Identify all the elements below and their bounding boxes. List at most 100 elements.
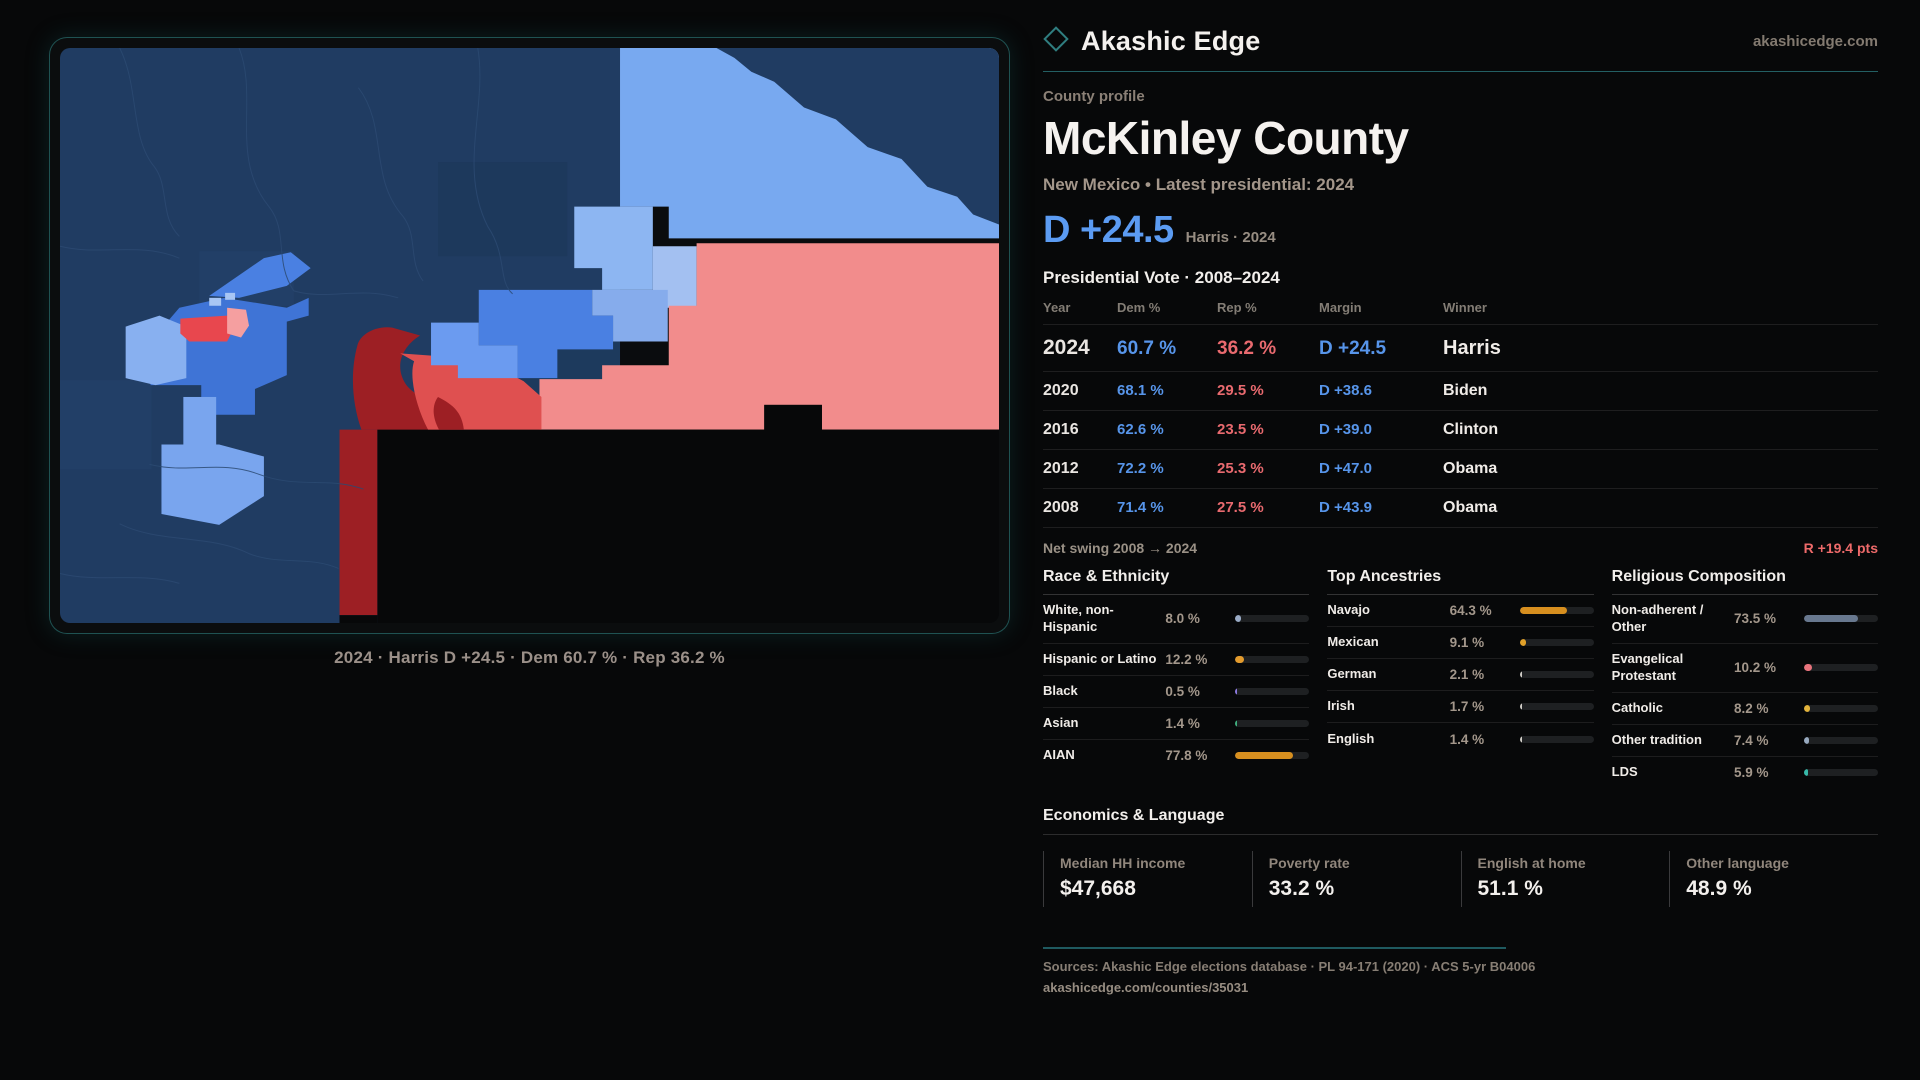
margin-value: D +24.5 (1043, 209, 1174, 251)
table-row[interactable]: 2024 60.7 % 36.2 % D +24.5 Harris (1043, 324, 1878, 371)
stat-value: 7.4 % (1734, 732, 1769, 748)
cell-rep: 25.3 % (1217, 460, 1264, 477)
stat-value: 8.2 % (1734, 700, 1769, 716)
stat-row: AIAN 77.8 % (1043, 740, 1310, 772)
table-title: Presidential Vote · 2008–2024 (1043, 268, 1280, 287)
margin-note: Harris · 2024 (1185, 229, 1276, 246)
econ-stat-value: 51.1 % (1477, 876, 1543, 900)
stat-row: English 1.4 % (1327, 723, 1594, 755)
stat-bar (1804, 664, 1878, 672)
table-row[interactable]: 2008 71.4 % 27.5 % D +43.9 Obama (1043, 488, 1878, 527)
stat-label: Evangelical Protestant (1611, 650, 1684, 683)
stat-label: Mexican (1327, 634, 1379, 650)
econ-stat: English at home 51.1 % (1460, 850, 1670, 907)
footer-url-link[interactable]: akashicedge.com/counties/35031 (1043, 979, 1249, 995)
brand-domain-link[interactable]: akashicedge.com (1752, 33, 1878, 50)
table-row[interactable]: 2012 72.2 % 25.3 % D +47.0 Obama (1043, 449, 1878, 488)
stat-bar (1804, 736, 1878, 744)
stat-row: Other tradition 7.4 % (1611, 725, 1878, 757)
col-margin: Margin (1319, 300, 1362, 315)
stat-row: German 2.1 % (1327, 659, 1594, 691)
stat-value: 73.5 % (1734, 611, 1777, 627)
econ-stat-label: Median HH income (1060, 854, 1186, 871)
cell-margin: D +39.0 (1319, 421, 1372, 438)
stat-row: Catholic 8.2 % (1611, 693, 1878, 725)
stat-value: 1.4 % (1165, 715, 1200, 731)
cell-winner: Biden (1443, 382, 1488, 399)
stat-row: Asian 1.4 % (1043, 708, 1310, 740)
econ-stat-value: 33.2 % (1268, 876, 1335, 900)
stat-value: 77.8 % (1165, 748, 1208, 764)
econ-stat-value: 48.9 % (1686, 876, 1752, 900)
cell-year: 2008 (1043, 499, 1079, 516)
stat-bar (1519, 639, 1594, 646)
stat-label: Navajo (1327, 602, 1370, 618)
stat-value: 64.3 % (1449, 603, 1492, 618)
cell-dem: 60.7 % (1117, 338, 1177, 359)
county-precinct-map-card (49, 37, 1010, 634)
cell-winner: Harris (1443, 337, 1501, 359)
stat-bar (1804, 769, 1878, 777)
stat-bar (1804, 615, 1878, 623)
stat-row: LDS 5.9 % (1612, 757, 1878, 789)
stat-bar (1519, 735, 1594, 743)
stat-value: 10.2 % (1734, 660, 1777, 676)
econ-stat: Other language 48.9 % (1669, 850, 1878, 907)
section-top-ancestries: Top Ancestries Navajo 64.3 % Mexican 9.1… (1327, 568, 1594, 789)
stat-value: 12.2 % (1165, 651, 1208, 667)
stat-value: 1.7 % (1449, 699, 1485, 714)
page-subtitle: New Mexico • Latest presidential: 2024 (1043, 175, 1355, 194)
cell-dem: 62.6 % (1117, 421, 1164, 438)
net-swing-label: Net swing 2008 → 2024 (1043, 540, 1198, 556)
stat-label: English (1327, 730, 1375, 746)
stat-label: Asian (1043, 714, 1079, 730)
stat-value: 5.9 % (1734, 765, 1769, 781)
cell-rep: 36.2 % (1217, 338, 1277, 359)
section-title: Top Ancestries (1327, 568, 1594, 595)
econ-stat: Median HH income $47,668 (1043, 850, 1252, 907)
county-profile-panel: Akashic Edge akashicedge.com County prof… (1043, 26, 1878, 995)
table-header-row: Year Dem % Rep % Margin Winner (1043, 300, 1878, 324)
stat-row: Black 0.5 % (1043, 676, 1310, 708)
stat-bar (1235, 752, 1310, 760)
brand-name: Akashic Edge (1081, 26, 1261, 56)
cell-dem: 68.1 % (1117, 382, 1164, 399)
table-row[interactable]: 2016 62.6 % 23.5 % D +39.0 Clinton (1043, 410, 1878, 449)
col-dem: Dem % (1117, 300, 1161, 315)
econ-stat-value: $47,668 (1060, 876, 1136, 900)
cell-margin: D +38.6 (1319, 382, 1372, 399)
net-swing-row: Net swing 2008 → 2024 R +19.4 pts (1043, 528, 1878, 562)
stat-label: LDS (1611, 764, 1638, 780)
stat-bar (1519, 607, 1594, 614)
cell-dem: 72.2 % (1117, 460, 1164, 477)
stat-row: White, non-Hispanic 8.0 % (1043, 595, 1310, 644)
cell-winner: Obama (1443, 499, 1498, 516)
cell-margin: D +24.5 (1319, 338, 1387, 359)
stat-bar (1804, 704, 1878, 712)
table-row[interactable]: 2020 68.1 % 29.5 % D +38.6 Biden (1043, 371, 1878, 410)
economics-stats: Median HH income $47,668 Poverty rate 33… (1043, 850, 1878, 907)
precinct-map[interactable] (60, 48, 999, 623)
brand-diamond-icon (1043, 26, 1069, 57)
cell-year: 2012 (1043, 460, 1079, 477)
cell-rep: 27.5 % (1217, 499, 1264, 516)
stat-bar (1235, 687, 1310, 695)
section-race-ethnicity: Race & Ethnicity White, non-Hispanic 8.0… (1043, 568, 1310, 789)
econ-stat-label: Poverty rate (1268, 854, 1350, 871)
section-title: Race & Ethnicity (1043, 568, 1310, 595)
cell-winner: Obama (1443, 460, 1498, 477)
stat-label: Catholic (1611, 699, 1663, 715)
stat-value: 9.1 % (1449, 635, 1485, 650)
cell-year: 2016 (1043, 421, 1079, 438)
stat-bar (1235, 655, 1310, 663)
footer: Sources: Akashic Edge elections database… (1043, 946, 1878, 995)
stat-value: 0.5 % (1165, 683, 1200, 699)
stat-value: 1.4 % (1449, 731, 1485, 747)
stat-value: 2.1 % (1449, 667, 1485, 682)
stat-row: Irish 1.7 % (1327, 691, 1594, 723)
header: Akashic Edge akashicedge.com (1043, 26, 1878, 72)
stat-label: Non-adherent / Other (1611, 602, 1704, 634)
footer-divider (1043, 946, 1506, 949)
cell-rep: 23.5 % (1217, 421, 1264, 438)
econ-stat: Poverty rate 33.2 % (1251, 850, 1461, 907)
